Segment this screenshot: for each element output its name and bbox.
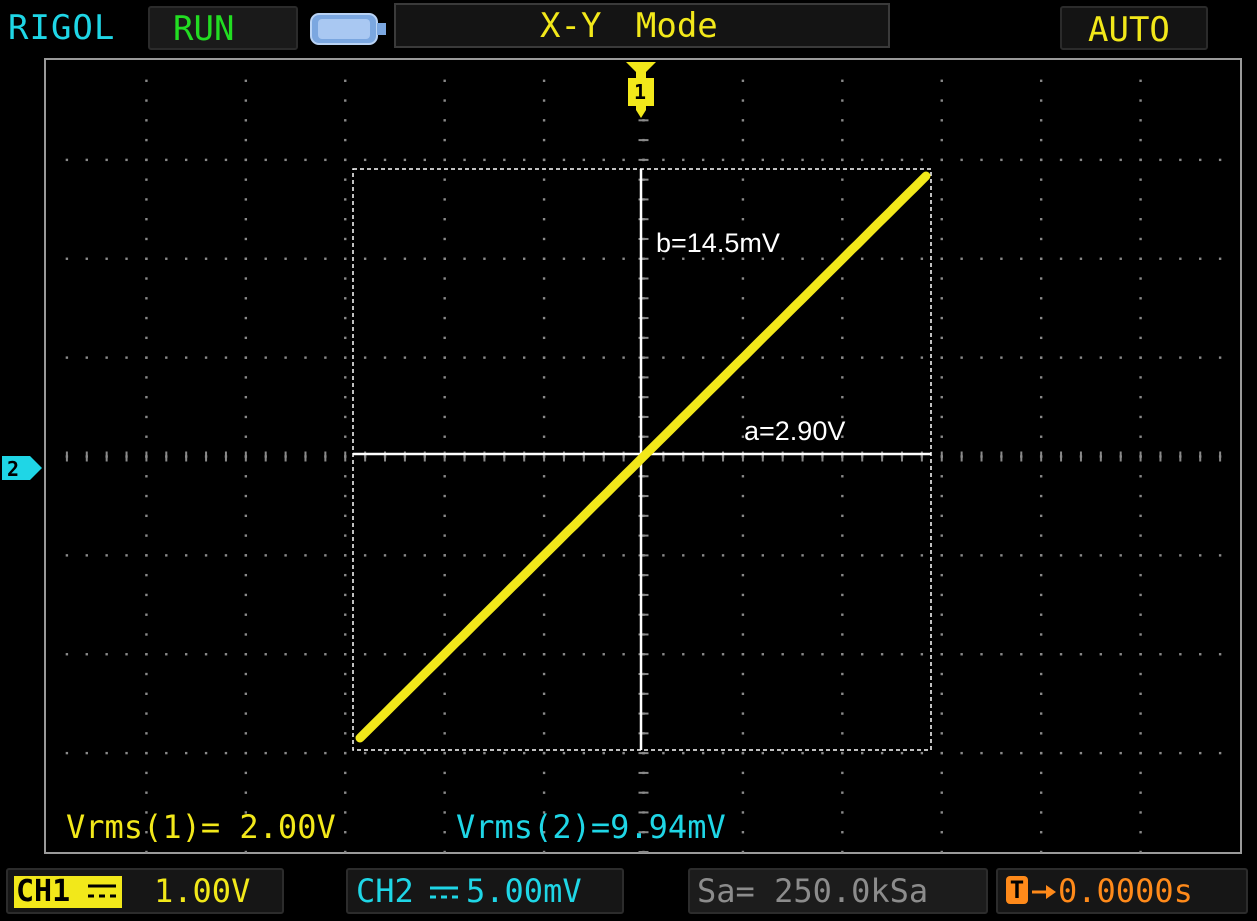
run-status-box[interactable] [148,6,298,50]
ch2-dc-coupling-icon [430,886,458,899]
ch2-scale-box[interactable] [346,868,624,914]
sample-rate-box [688,868,988,914]
battery-icon [310,13,386,45]
brand-logo: RIGOL [8,8,116,48]
trigger-mode[interactable]: AUTO [1088,10,1170,50]
measurement-vrms1: Vrms(1)= 2.00V [66,808,336,846]
xy-trace [355,171,931,743]
sample-rate: Sa= 250.0kSa [697,872,929,910]
trigger-time-icon: T [1006,876,1028,904]
trigger-mode-box[interactable] [1060,6,1208,50]
dc-coupling-icon [88,884,116,898]
ch1-tag: CH1 [14,876,122,908]
ch1-marker-label: 1 [634,80,647,104]
graticule [65,79,1222,854]
arrow-right-icon [1032,885,1056,899]
run-status[interactable]: RUN [173,9,235,49]
trigger-offset: 0.0000s [1058,872,1193,910]
ch1-scale: 1.00V [154,872,251,910]
annotation-a: a=2.90V [744,416,846,446]
ch2-position-marker[interactable] [2,456,42,480]
measurement-vrms2: Vrms(2)=9.94mV [456,808,726,846]
ch2-scale: 5.00mV [466,872,582,910]
ch2-marker-label: 2 [7,457,20,481]
mode-banner [394,3,890,48]
ch1-position-marker[interactable] [626,62,656,118]
annotation-b: b=14.5mV [656,228,780,258]
mode-text: X-Y Mode [540,6,718,46]
ch2-label: CH2 [356,872,414,910]
